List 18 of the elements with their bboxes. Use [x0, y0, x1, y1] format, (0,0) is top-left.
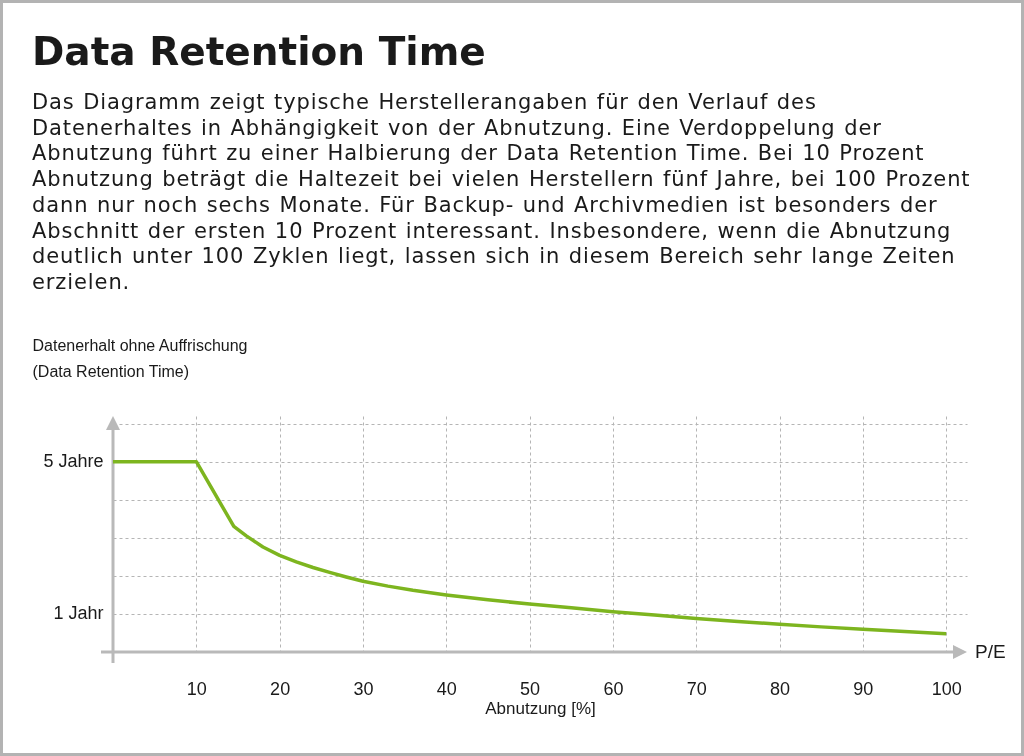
x-tick-label: 100 — [931, 678, 962, 699]
y-tick-label: 5 Jahre — [43, 451, 104, 472]
x-tick-label: 20 — [270, 678, 291, 699]
y-tick-label: 1 Jahr — [53, 603, 104, 624]
x-tick-label: 10 — [186, 678, 207, 699]
x-tick-label: 30 — [353, 678, 374, 699]
chart-subtitle: Das Diagramm zeigt typische Herstellerangaben für den Verlauf des Datenerhaltes in Abhängigkeit von der Abnutzung. Eine Verdoppelung der Abnutzung führt zu einer Halbierung der Data Retention Time. Bei 10 Prozent Abnutzung beträgt die Haltezeit bei vielen Herstellern fünf Jahre, bei 100 Prozent dann nur noch sechs Monate. Für Backup- und Archivmedien ist besonders der Abschnitt der ersten 10 Prozent interessant. Insbesondere, wenn die Abnutzung deutlich unter 100 Zyklen liegt, lassen sich in diesem Bereich sehr lange Zeiten erzielen. — [32, 90, 972, 296]
x-tick-label: 70 — [686, 678, 707, 699]
y-axis-title: Datenerhalt ohne Auffrischung (Data Retention Time) — [32, 336, 248, 380]
x-tick-label: 80 — [770, 678, 791, 699]
text: P/E — [975, 641, 1006, 662]
chart-title: Data Retention Time — [32, 29, 486, 75]
x-tick-label: 40 — [436, 678, 457, 699]
x-tick-label: 90 — [853, 678, 874, 699]
x-axis-title: Abnutzung [%] — [485, 698, 596, 718]
x-tick-label: 50 — [520, 678, 541, 699]
line-series — [111, 459, 948, 636]
x-tick-label: 60 — [603, 678, 624, 699]
